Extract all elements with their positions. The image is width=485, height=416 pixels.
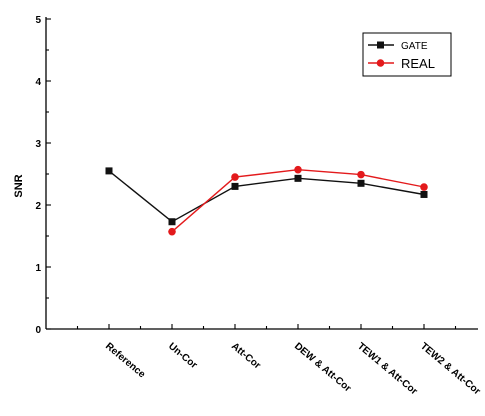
y-tick-label: 5 <box>35 15 41 26</box>
x-tick-label: Reference <box>103 341 147 381</box>
y-tick-label: 3 <box>35 139 41 150</box>
data-point-gate <box>357 179 365 187</box>
data-point-gate <box>105 167 113 175</box>
data-point-gate <box>420 190 428 198</box>
x-tick-label: Un-Cor <box>166 341 199 371</box>
data-point-gate <box>294 174 302 182</box>
series-line-gate <box>108 170 425 223</box>
series-layer <box>105 165 428 236</box>
x-tick-label: DEW & Att-Cor <box>292 341 353 395</box>
y-tick-label: 2 <box>35 201 41 212</box>
data-point-real <box>231 173 239 181</box>
y-axis-label: SNR <box>13 174 25 197</box>
y-tick-label: 1 <box>35 263 41 274</box>
data-point-real <box>294 165 302 174</box>
x-tick-label: Att-Cor <box>229 341 263 372</box>
legend-gate-label: GATE <box>401 41 428 52</box>
data-point-gate <box>168 218 176 226</box>
legend-box <box>362 32 452 77</box>
data-point-real <box>168 227 176 236</box>
legend-real-marker <box>376 59 385 67</box>
x-tick-label: TEW1 & Att-Cor <box>355 341 419 397</box>
y-tick-label: 4 <box>35 77 41 88</box>
data-point-real <box>357 170 365 179</box>
legend-gate-marker <box>377 41 384 49</box>
x-tick-label: TEW2 & Att-Cor <box>418 341 482 397</box>
legend-real-label: REAL <box>401 56 435 71</box>
data-point-gate <box>231 182 239 190</box>
data-point-real <box>420 183 428 191</box>
y-tick-label: 0 <box>35 325 41 336</box>
legend: GATE REAL <box>362 32 452 77</box>
